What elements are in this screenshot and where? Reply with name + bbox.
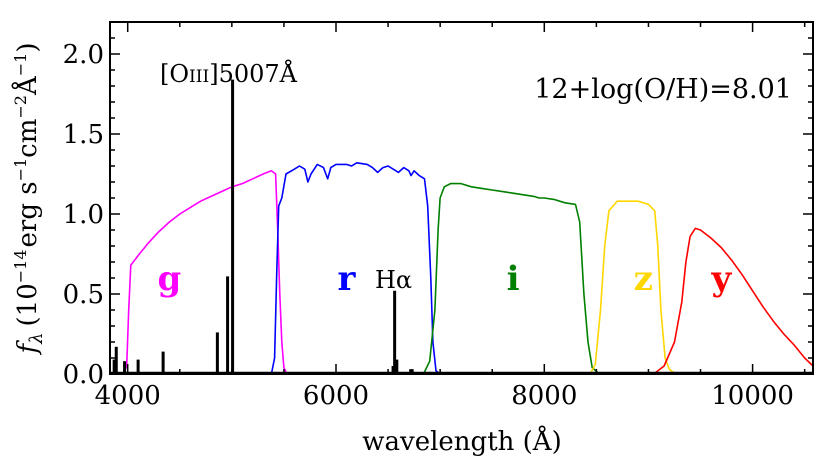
emission-spectrum <box>110 79 813 373</box>
y-axis-exp14: −14 <box>11 249 30 283</box>
oiii-suffix: ]5007Å <box>209 59 297 88</box>
plot-frame <box>109 21 814 375</box>
oiii-annotation: [OIII]5007Å <box>160 59 298 88</box>
band-labels: g r i z y <box>157 259 732 299</box>
y-axis-exp2: −2 <box>11 95 30 119</box>
y-tick-labels: 0.0 0.5 1.0 1.5 2.0 <box>63 40 104 390</box>
x-tick-label: 8000 <box>511 381 577 411</box>
oiii-roman: III <box>189 67 209 87</box>
y-axis-exp1b: −1 <box>11 53 30 77</box>
x-tick-label: 4000 <box>95 381 161 411</box>
x-tick-label: 6000 <box>303 381 369 411</box>
band-curve-r <box>270 162 441 375</box>
x-tick-labels: 4000 6000 8000 10000 <box>95 381 794 411</box>
filter-curves <box>122 162 814 375</box>
band-label-y: y <box>710 259 732 299</box>
oiii-bracket: [O <box>160 60 189 88</box>
band-curve-g <box>122 170 288 375</box>
band-label-g: g <box>157 259 181 299</box>
band-label-z: z <box>634 259 653 299</box>
y-tick-label: 0.5 <box>63 280 104 310</box>
metallicity-annotation: 12+log(O/H)=8.01 <box>534 74 792 105</box>
x-tick-label: 10000 <box>711 381 794 411</box>
band-curve-i <box>422 182 601 375</box>
y-axis-erg: erg s <box>13 181 43 247</box>
y-tick-label: 2.0 <box>63 40 104 70</box>
y-tick-label: 1.0 <box>63 200 104 230</box>
y-tick-label: 0.0 <box>63 360 104 390</box>
band-curve-y <box>653 227 814 375</box>
x-axis-title: wavelength (Å) <box>362 425 561 457</box>
halpha-annotation: Hα <box>375 266 412 294</box>
y-axis-lambda: λ <box>26 332 47 344</box>
y-axis-cm: cm <box>13 119 43 158</box>
y-tick-label: 1.5 <box>63 120 104 150</box>
y-axis-ang: Å <box>11 75 43 96</box>
y-axis-exp1: −1 <box>11 158 30 182</box>
y-axis-title: fλ(10−14erg s−1cm−2Å−1) <box>11 42 47 355</box>
band-label-r: r <box>337 259 356 299</box>
band-label-i: i <box>507 259 520 299</box>
y-axis-open: (10 <box>13 283 43 326</box>
band-curve-z <box>589 200 676 375</box>
y-axis-close: ) <box>13 42 43 52</box>
